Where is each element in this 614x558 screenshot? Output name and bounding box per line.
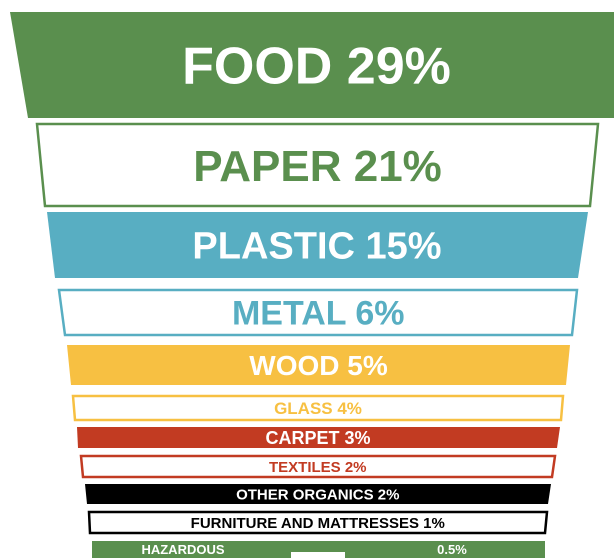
funnel-band-plastic [47, 212, 588, 278]
funnel-label-textiles: TEXTILES 2% [269, 459, 367, 476]
funnel-band-textiles [79, 454, 557, 479]
funnel-hazardous-marker [291, 552, 345, 558]
funnel-band-furniture-and-mattresses [87, 510, 549, 535]
funnel-band-food [10, 12, 614, 118]
funnel-label-furniture-and-mattresses: FURNITURE AND MATTRESSES 1% [191, 515, 445, 532]
funnel-band-paper [35, 122, 600, 208]
funnel-label-metal: METAL 6% [232, 295, 405, 333]
funnel-label-other-organics: OTHER ORGANICS 2% [236, 486, 399, 503]
funnel-band-metal [57, 288, 579, 337]
funnel-label-hazardous: HAZARDOUS [141, 542, 224, 557]
funnel-label-food: FOOD 29% [182, 38, 451, 96]
funnel-bands: FOOD 29% PAPER 21% PLASTIC 15% METAL 6% WOOD… [10, 12, 614, 558]
funnel-label-plastic: PLASTIC 15% [192, 226, 441, 268]
funnel-band-carpet [77, 427, 560, 448]
funnel-label-paper: PAPER 21% [193, 142, 442, 191]
funnel-band-wood [67, 345, 570, 385]
funnel-band-other-organics [85, 484, 551, 504]
funnel-band-hazardous [92, 541, 545, 558]
funnel-label-wood: WOOD 5% [249, 350, 388, 381]
funnel-label-carpet: CARPET 3% [265, 428, 370, 448]
funnel-label-hazardous-percent: 0.5% [437, 542, 467, 557]
funnel-label-glass: GLASS 4% [274, 399, 362, 418]
funnel-band-glass [71, 394, 565, 422]
